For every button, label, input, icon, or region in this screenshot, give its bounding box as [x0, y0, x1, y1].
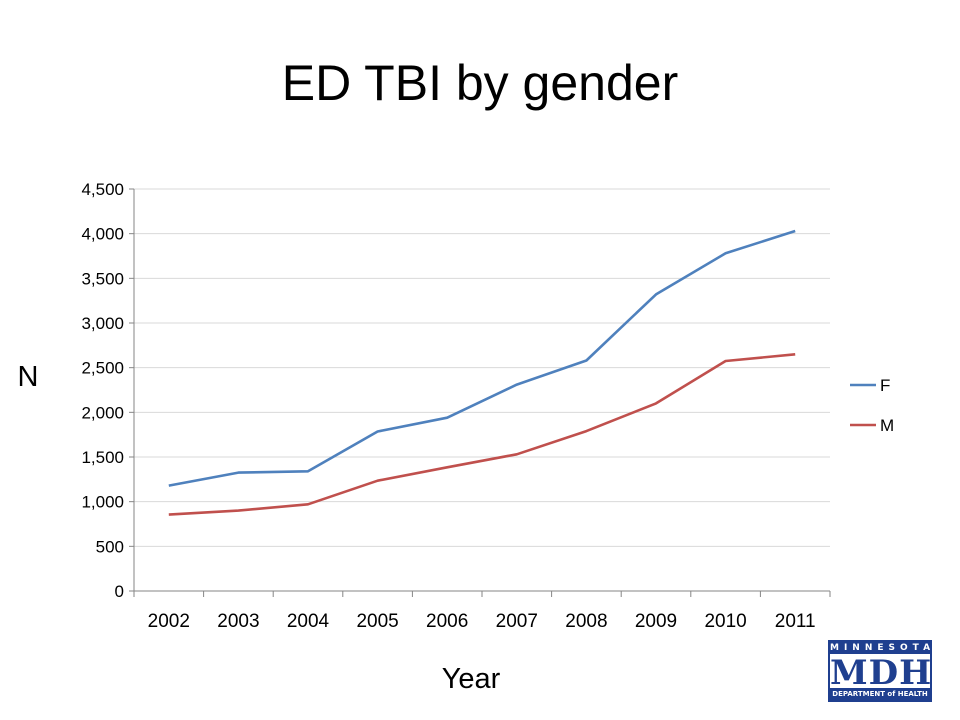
x-tick-label: 2006: [426, 611, 468, 632]
y-tick-label: 1,000: [81, 493, 124, 512]
logo-bottom-text: DEPARTMENT of HEALTH: [830, 688, 930, 700]
y-tick-label: 500: [96, 537, 124, 556]
axes: [129, 188, 831, 597]
y-tick-label: 4,500: [81, 180, 124, 199]
x-tick-label: 2004: [287, 611, 330, 632]
y-tick-label: 4,000: [81, 225, 124, 244]
y-tick-label: 3,000: [81, 314, 124, 333]
series-lines: [168, 229, 796, 516]
chart-title: ED TBI by gender: [281, 55, 679, 111]
y-tick-label: 1,500: [81, 448, 124, 467]
logo-main-text: MDH: [830, 653, 933, 693]
x-tick-label: 2011: [775, 611, 816, 632]
x-tick-label: 2009: [635, 611, 677, 632]
x-tick-label: 2003: [217, 611, 259, 632]
y-tick-label: 3,500: [81, 269, 124, 288]
logo-top-text: MINNESOTA: [830, 642, 936, 654]
x-tick-label: 2005: [356, 611, 398, 632]
x-tick-labels: 2002 2003 2004 2005 2006 2007 2008 2009 2010 2011: [148, 611, 816, 632]
x-tick-label: 2008: [565, 611, 607, 632]
y-tick-label: 2,500: [81, 359, 124, 378]
legend: FM: [850, 376, 894, 435]
y-tick-labels: 0 500 1,000 1,500 2,000 2,500 3,000 3,500 4,000 4…: [81, 180, 124, 601]
mdh-logo: MINNESOTA MDH DEPARTMENT of HEALTH: [828, 640, 932, 702]
series-line-f: [168, 229, 796, 487]
series-line-m: [168, 353, 796, 516]
x-tick-label: 2010: [704, 611, 746, 632]
x-axis-title: Year: [442, 663, 501, 695]
legend-label-m: M: [880, 416, 894, 435]
x-tick-label: 2002: [148, 611, 190, 632]
y-tick-label: 0: [115, 582, 124, 601]
y-tick-label: 2,000: [81, 403, 124, 422]
gridlines: [134, 188, 830, 547]
x-tick-label: 2007: [496, 611, 538, 632]
y-axis-title: N: [18, 361, 39, 393]
legend-label-f: F: [880, 376, 890, 395]
